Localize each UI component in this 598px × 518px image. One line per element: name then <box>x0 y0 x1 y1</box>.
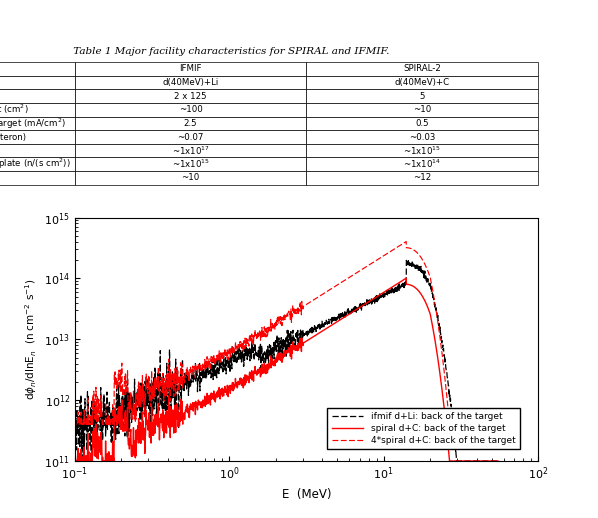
4*spiral d+C: back of the target: (10.3, 2.49e+14): back of the target: (10.3, 2.49e+14) <box>382 251 389 257</box>
4*spiral d+C: back of the target: (1.71, 1.25e+13): back of the target: (1.71, 1.25e+13) <box>262 330 269 337</box>
Line: spiral d+C: back of the target: spiral d+C: back of the target <box>75 278 498 461</box>
Text: Table 1 Major facility characteristics for SPIRAL and IFMIF.: Table 1 Major facility characteristics f… <box>70 47 389 56</box>
spiral d+C: back of the target: (0.101, 1e+11): back of the target: (0.101, 1e+11) <box>72 458 79 464</box>
ifmif d+Li: back of the target: (0.152, 2.17e+11): back of the target: (0.152, 2.17e+11) <box>99 437 106 443</box>
4*spiral d+C: back of the target: (0.101, 4e+11): back of the target: (0.101, 4e+11) <box>72 421 79 427</box>
spiral d+C: back of the target: (0.473, 6.3e+11): back of the target: (0.473, 6.3e+11) <box>175 409 182 415</box>
ifmif d+Li: back of the target: (0.1, 1.01e+12): back of the target: (0.1, 1.01e+12) <box>71 397 78 403</box>
ifmif d+Li: back of the target: (0.471, 3.44e+11): back of the target: (0.471, 3.44e+11) <box>175 425 182 431</box>
ifmif d+Li: back of the target: (1.7, 5.96e+12): back of the target: (1.7, 5.96e+12) <box>261 350 269 356</box>
spiral d+C: back of the target: (14, 1.01e+14): back of the target: (14, 1.01e+14) <box>402 275 410 281</box>
ifmif d+Li: back of the target: (14, 1.99e+14): back of the target: (14, 1.99e+14) <box>403 257 410 264</box>
Line: 4*spiral d+C: back of the target: 4*spiral d+C: back of the target <box>75 241 498 424</box>
Y-axis label: d$\phi_n$/dlnE$_n$  (n cm$^{-2}$ s$^{-1}$): d$\phi_n$/dlnE$_n$ (n cm$^{-2}$ s$^{-1}$… <box>23 278 38 400</box>
Legend: ifmif d+Li: back of the target, spiral d+C: back of the target, 4*spiral d+C: ba: ifmif d+Li: back of the target, spiral d… <box>327 408 520 449</box>
spiral d+C: back of the target: (0.1, 1.28e+11): back of the target: (0.1, 1.28e+11) <box>71 452 78 458</box>
4*spiral d+C: back of the target: (2.25, 2.43e+13): back of the target: (2.25, 2.43e+13) <box>280 313 287 319</box>
ifmif d+Li: back of the target: (29.6, 1e+11): back of the target: (29.6, 1e+11) <box>453 458 460 464</box>
spiral d+C: back of the target: (10.3, 6.22e+13): back of the target: (10.3, 6.22e+13) <box>382 288 389 294</box>
spiral d+C: back of the target: (2.25, 6.08e+12): back of the target: (2.25, 6.08e+12) <box>280 349 287 355</box>
spiral d+C: back of the target: (2.34, 5.93e+12): back of the target: (2.34, 5.93e+12) <box>283 350 290 356</box>
spiral d+C: back of the target: (1.71, 3.13e+12): back of the target: (1.71, 3.13e+12) <box>262 367 269 373</box>
spiral d+C: back of the target: (0.152, 1e+11): back of the target: (0.152, 1e+11) <box>99 458 106 464</box>
X-axis label: E  (MeV): E (MeV) <box>282 488 331 501</box>
ifmif d+Li: back of the target: (2.33, 7.16e+12): back of the target: (2.33, 7.16e+12) <box>282 345 289 351</box>
4*spiral d+C: back of the target: (0.152, 4e+11): back of the target: (0.152, 4e+11) <box>99 421 106 427</box>
4*spiral d+C: back of the target: (55, 4e+11): back of the target: (55, 4e+11) <box>495 421 502 427</box>
ifmif d+Li: back of the target: (55, 1e+11): back of the target: (55, 1e+11) <box>495 458 502 464</box>
spiral d+C: back of the target: (55, 1e+11): back of the target: (55, 1e+11) <box>495 458 502 464</box>
4*spiral d+C: back of the target: (2.34, 2.37e+13): back of the target: (2.34, 2.37e+13) <box>283 313 290 320</box>
4*spiral d+C: back of the target: (0.473, 2.52e+12): back of the target: (0.473, 2.52e+12) <box>175 372 182 379</box>
Line: ifmif d+Li: back of the target: ifmif d+Li: back of the target <box>75 261 498 461</box>
4*spiral d+C: back of the target: (14, 4.04e+14): back of the target: (14, 4.04e+14) <box>402 238 410 244</box>
ifmif d+Li: back of the target: (10.3, 5.8e+13): back of the target: (10.3, 5.8e+13) <box>382 290 389 296</box>
4*spiral d+C: back of the target: (0.1, 5.1e+11): back of the target: (0.1, 5.1e+11) <box>71 415 78 421</box>
ifmif d+Li: back of the target: (2.24, 1.04e+13): back of the target: (2.24, 1.04e+13) <box>280 335 287 341</box>
